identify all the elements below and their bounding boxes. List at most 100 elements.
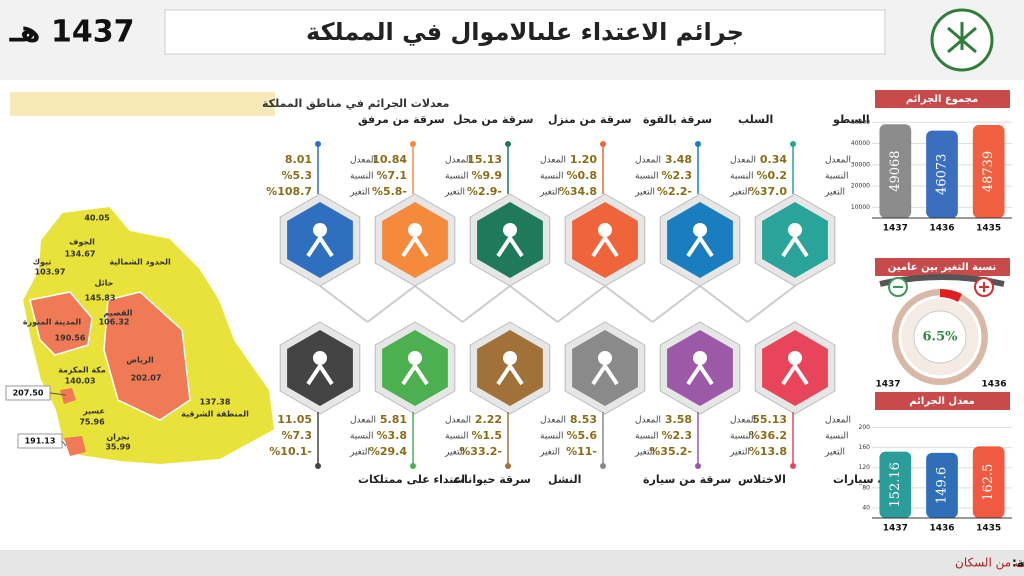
icon	[503, 223, 517, 237]
region-value: 40.05	[84, 214, 110, 223]
region-value: 145.83	[85, 294, 116, 303]
callout-line	[49, 392, 67, 396]
icon	[598, 223, 612, 237]
lattice-line	[366, 285, 416, 323]
bar	[879, 451, 912, 518]
leader-dot	[410, 141, 416, 147]
footer-label: ملاحظة:	[1012, 556, 1024, 570]
stat-value: %11-	[566, 445, 597, 458]
stat-value: %10.1-	[269, 445, 312, 458]
icon	[781, 362, 809, 386]
stat-label: التغير	[349, 448, 370, 458]
gauge-arc	[940, 288, 962, 302]
leader-dot	[600, 463, 606, 469]
stat-value: %29.4	[369, 445, 408, 458]
stat-value: %5.8-	[372, 185, 407, 198]
stat-label: التغير	[349, 188, 370, 198]
region-value: 137.38	[200, 398, 231, 407]
map-region-small	[64, 436, 86, 456]
footer-band	[0, 550, 1024, 576]
stat-label: النسبة	[825, 172, 849, 182]
stat-value: %34.8	[559, 185, 597, 198]
stat-value: %7.3	[281, 429, 312, 442]
icon	[496, 234, 524, 258]
leader-dot	[505, 463, 511, 469]
region-value: 106.32	[99, 318, 130, 327]
stat-value: 3.48	[665, 153, 692, 166]
lattice-line	[746, 285, 796, 323]
stat-label: النسبة	[635, 172, 659, 182]
stat-value: 5.81	[380, 413, 407, 426]
leader-dot	[695, 141, 701, 147]
stat-value: %108.7	[266, 185, 312, 198]
stat-label: المعدل	[730, 416, 756, 426]
icon	[598, 351, 612, 365]
icon	[401, 234, 429, 258]
y-tick-label: 200	[859, 424, 871, 431]
stat-label: التغير	[729, 188, 750, 198]
icon	[686, 362, 714, 386]
map-labels: الحدود الشمالية 40.05 الجوف 134.67 تبوك103.9…	[5, 214, 249, 452]
stat-label: المعدل	[730, 156, 756, 166]
bar-label: 46073	[935, 154, 950, 195]
y-tick-label: 120	[859, 464, 871, 471]
callout-value: 207.50	[13, 389, 44, 398]
stat-label: المعدل	[635, 416, 661, 426]
icon	[788, 351, 802, 365]
callout-value: 191.13	[25, 437, 56, 446]
leader-dot	[600, 141, 606, 147]
icon	[693, 223, 707, 237]
lattice-line	[461, 285, 511, 323]
stat-value: 2.22	[475, 413, 502, 426]
gauge-right-year: 1436	[981, 380, 1006, 390]
leader-dot	[790, 463, 796, 469]
stat-label: التغير	[539, 448, 560, 458]
gauge-left-year: 1437	[875, 380, 900, 390]
bar	[926, 452, 958, 518]
stat-label: المعدل	[635, 156, 661, 166]
stat-label: التغير	[539, 188, 560, 198]
stat-value: %9.9	[471, 169, 502, 182]
icon	[408, 351, 422, 365]
x-tick-label: 1436	[929, 524, 954, 534]
stat-label: النسبة	[730, 172, 754, 182]
region-name: نجران	[106, 433, 129, 442]
stat-value: 55.13	[752, 413, 787, 426]
lattice-line	[509, 285, 559, 323]
title-box	[164, 9, 886, 55]
stat-label: التغير	[634, 448, 655, 458]
region-name: المدينة المنورة	[23, 318, 82, 327]
crime-name: سرقة من سيارة	[643, 473, 731, 486]
stat-value: %2.9-	[467, 185, 502, 198]
year: 1437 هـ	[9, 15, 135, 50]
map-region-riyadh	[103, 291, 191, 421]
crime-name: سرقة حيوانات	[453, 473, 531, 486]
bar-label: 152.16	[888, 462, 903, 508]
region-name: حائل	[95, 279, 114, 288]
region-value: 190.56	[55, 334, 86, 343]
crime-name: النشل	[548, 473, 581, 486]
icon	[313, 223, 327, 237]
stat-value: %5.3	[281, 169, 312, 182]
crime-name: سرقة من مرفق	[358, 113, 445, 126]
stat-label: المعدل	[445, 156, 471, 166]
stat-label: المعدل	[540, 156, 566, 166]
x-tick-label: 1437	[883, 224, 908, 234]
y-tick-label: 30000	[851, 161, 870, 168]
gauge-plus-sign	[979, 282, 989, 292]
crime-name: سرقة من محل	[453, 113, 533, 126]
stat-label: التغير	[634, 188, 655, 198]
y-tick-label: 160	[859, 444, 871, 451]
region-value: 134.67	[65, 250, 96, 259]
lattice-line	[414, 285, 464, 323]
stat-label: التغير	[824, 448, 845, 458]
region-name: الحدود الشمالية	[109, 258, 171, 267]
stat-value: %13.8	[749, 445, 787, 458]
region-name: مكة المكرمة	[58, 366, 106, 375]
gauge-title-bar	[875, 258, 1010, 276]
icon	[686, 234, 714, 258]
stat-label: المعدل	[350, 416, 376, 426]
stat-value: %7.1	[376, 169, 407, 182]
